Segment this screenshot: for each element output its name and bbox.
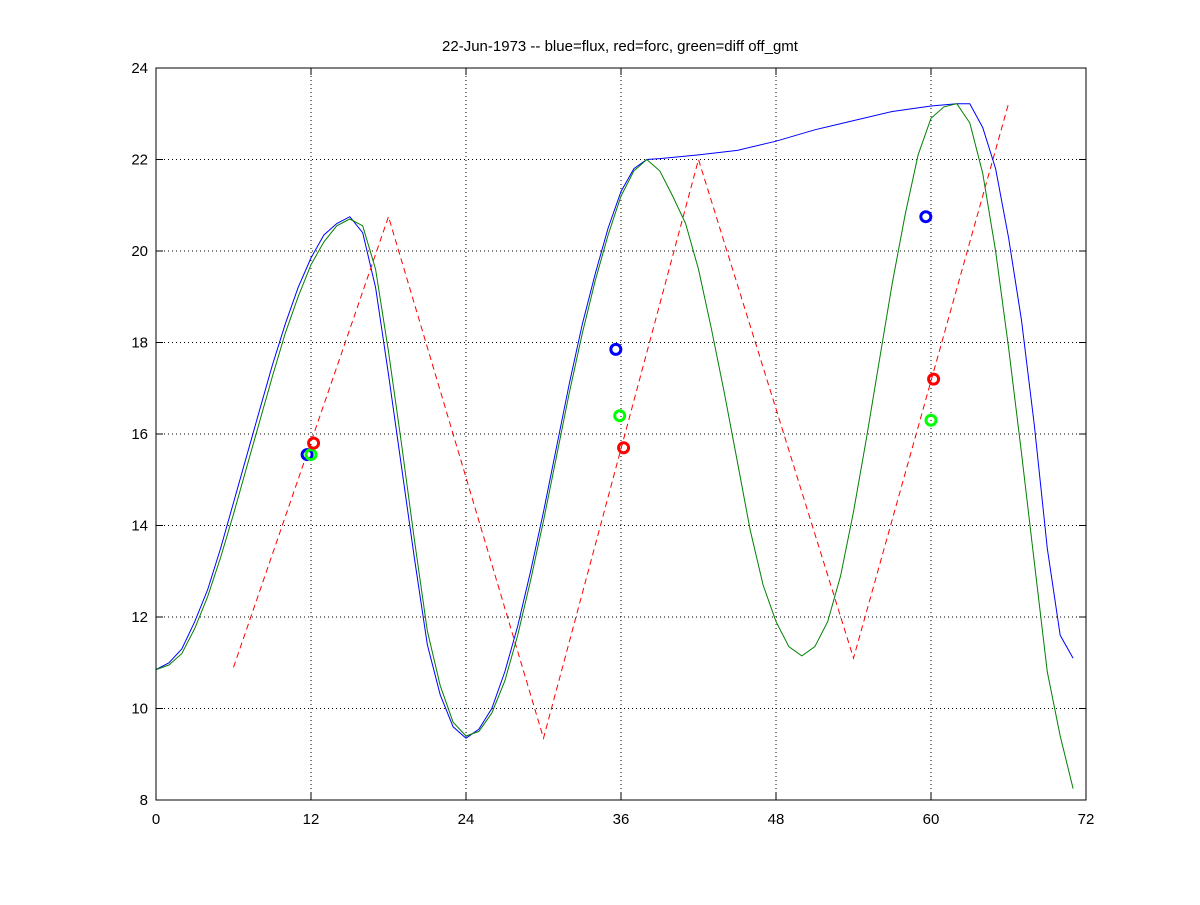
x-tick-label: 72 xyxy=(1078,811,1095,828)
x-tick-label: 36 xyxy=(613,811,630,828)
series-lines xyxy=(155,103,1074,789)
y-tick-label: 8 xyxy=(140,792,148,809)
y-tick-label: 14 xyxy=(131,518,148,535)
marker-diff xyxy=(613,409,627,423)
y-tick-label: 12 xyxy=(131,609,148,626)
series-flux-line xyxy=(155,103,1074,739)
series-forc-line xyxy=(233,103,1009,741)
marker-diff xyxy=(924,413,938,427)
x-tick-label: 12 xyxy=(303,811,320,828)
ticks: 0 12 24 36 48 60 72 8 10 12 14 16 18 20 22 24 xyxy=(131,60,1094,828)
y-tick-label: 16 xyxy=(131,426,148,443)
y-tick-label: 18 xyxy=(131,335,148,352)
x-tick-label: 24 xyxy=(458,811,475,828)
marker-forc xyxy=(927,372,941,386)
x-tick-label: 0 xyxy=(152,811,160,828)
markers xyxy=(300,210,941,462)
series-diff-line xyxy=(155,103,1074,789)
y-tick-label: 22 xyxy=(131,152,148,169)
marker-diff xyxy=(304,448,318,462)
x-tick-label: 60 xyxy=(923,811,940,828)
grid xyxy=(156,68,1086,800)
marker-forc xyxy=(307,436,321,450)
y-tick-label: 20 xyxy=(131,243,148,260)
y-tick-label: 24 xyxy=(131,60,148,77)
y-tick-label: 10 xyxy=(131,701,148,718)
x-tick-label: 48 xyxy=(768,811,785,828)
marker-forc xyxy=(617,441,631,455)
chart-title: 22-Jun-1973 -- blue=flux, red=forc, gree… xyxy=(442,38,799,55)
marker-flux xyxy=(919,210,933,224)
marker-flux xyxy=(609,342,623,356)
